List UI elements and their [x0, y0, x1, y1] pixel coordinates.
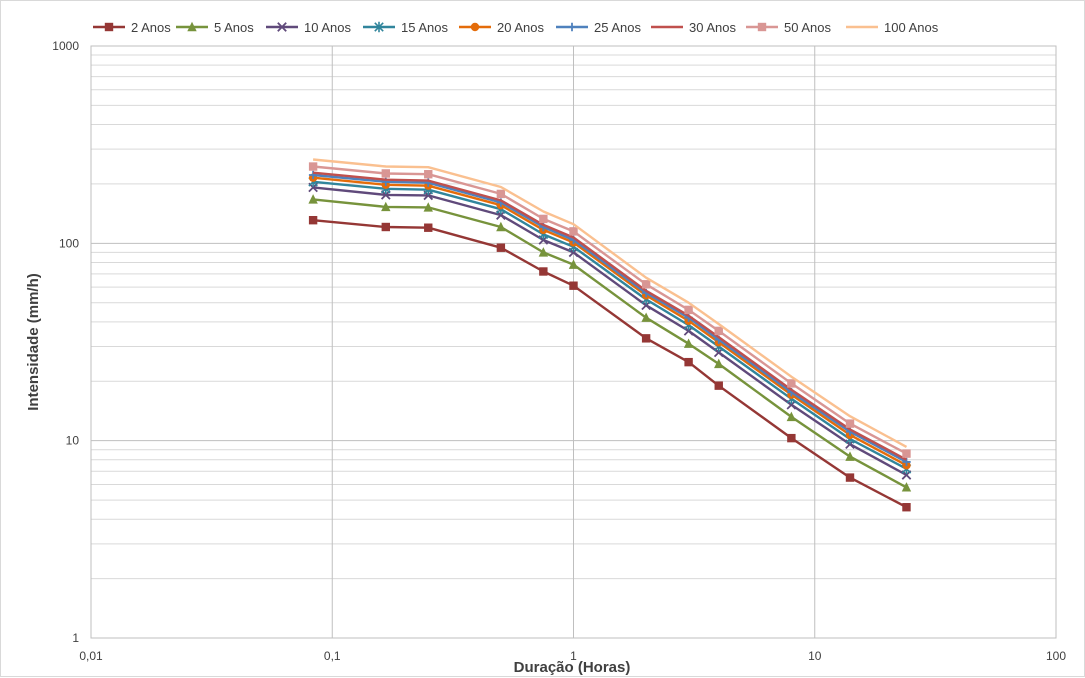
y-tick-label: 1000	[52, 39, 79, 53]
data-point	[424, 223, 433, 232]
x-tick-label: 0,01	[79, 649, 103, 663]
legend-marker	[567, 22, 577, 32]
y-tick-label: 10	[66, 434, 80, 448]
legend-marker	[374, 21, 384, 33]
series-line	[312, 173, 908, 464]
series-50-anos	[308, 162, 911, 458]
data-point	[538, 247, 549, 257]
legend-label: 5 Anos	[214, 20, 254, 35]
data-point	[381, 222, 390, 232]
legend-item: 2 Anos	[93, 20, 171, 35]
x-tick-label: 100	[1046, 649, 1066, 663]
data-point	[787, 379, 796, 388]
data-point	[308, 194, 318, 204]
data-point	[569, 281, 578, 290]
data-point	[714, 358, 724, 369]
x-tick-label: 10	[808, 649, 822, 663]
data-point	[308, 215, 318, 225]
legend-item: 15 Anos	[363, 20, 448, 35]
tick-labels: 0,01 0,1 1 10 100 1 10 100 1000	[52, 39, 1066, 663]
legend-label: 25 Anos	[594, 20, 641, 35]
legend-label: 10 Anos	[304, 20, 351, 35]
legend-item: 100 Anos	[846, 20, 939, 35]
legend: 2 Anos 5 Anos 10 Anos 15 Anos 20 Anos 25 Anos…	[93, 20, 939, 35]
series-line	[312, 180, 908, 470]
data-point	[539, 267, 548, 276]
series-line	[312, 158, 908, 448]
series-10-anos	[308, 182, 912, 480]
series-line	[312, 165, 908, 455]
series-30-anos	[312, 171, 908, 461]
data-point	[423, 202, 433, 212]
y-tick-label: 100	[59, 236, 79, 250]
data-point	[902, 449, 911, 458]
data-point	[684, 305, 693, 315]
data-point	[714, 326, 723, 336]
data-point	[902, 503, 911, 512]
series-layer	[308, 158, 912, 512]
data-point	[684, 357, 693, 367]
data-point	[308, 162, 318, 171]
data-point	[381, 201, 391, 212]
legend-item: 50 Anos	[746, 20, 831, 35]
data-point	[496, 189, 506, 199]
data-point	[424, 170, 433, 179]
x-tick-label: 0,1	[324, 649, 341, 663]
legend-marker	[104, 22, 114, 32]
series-25-anos	[308, 170, 911, 467]
series-line	[312, 198, 908, 489]
series-100-anos	[312, 158, 908, 448]
legend-label: 30 Anos	[689, 20, 736, 35]
data-point	[308, 170, 318, 180]
data-point	[641, 312, 651, 322]
data-point	[787, 433, 796, 443]
legend-item: 20 Anos	[459, 20, 544, 35]
data-point	[683, 338, 694, 348]
data-point	[496, 221, 506, 232]
legend-item: 30 Anos	[651, 20, 736, 35]
legend-label: 2 Anos	[131, 20, 171, 35]
x-tick-label: 1	[570, 649, 577, 663]
data-point	[845, 451, 855, 461]
legend-marker	[470, 22, 480, 32]
series-line	[312, 186, 908, 477]
y-tick-label: 1	[72, 631, 79, 645]
legend-item: 25 Anos	[556, 20, 641, 35]
data-point	[714, 381, 723, 390]
data-point	[901, 482, 912, 492]
legend-marker	[187, 21, 197, 32]
series-2-anos	[308, 215, 911, 512]
y-axis-title: Intensidade (mm/h)	[25, 273, 42, 411]
data-point	[381, 169, 390, 178]
legend-item: 10 Anos	[266, 20, 351, 35]
legend-label: 20 Anos	[497, 20, 544, 35]
data-point	[845, 473, 855, 482]
data-point	[496, 243, 506, 252]
legend-label: 50 Anos	[784, 20, 831, 35]
series-line	[312, 171, 908, 461]
legend-marker	[757, 22, 767, 32]
data-point	[569, 227, 578, 236]
series-line	[312, 176, 908, 467]
data-point	[641, 280, 651, 289]
legend-marker	[277, 22, 287, 32]
legend-label: 15 Anos	[401, 20, 448, 35]
series-5-anos	[308, 194, 912, 492]
data-point	[641, 334, 651, 343]
data-point	[845, 419, 855, 428]
series-line	[312, 219, 908, 509]
data-point	[568, 259, 579, 269]
legend-label: 100 Anos	[884, 20, 939, 35]
grid-layer	[90, 45, 1057, 639]
data-point	[786, 411, 797, 422]
data-point	[539, 214, 548, 224]
legend-item: 5 Anos	[176, 20, 254, 35]
series-15-anos	[308, 176, 912, 475]
x-axis-title: Duração (Horas)	[514, 659, 631, 676]
